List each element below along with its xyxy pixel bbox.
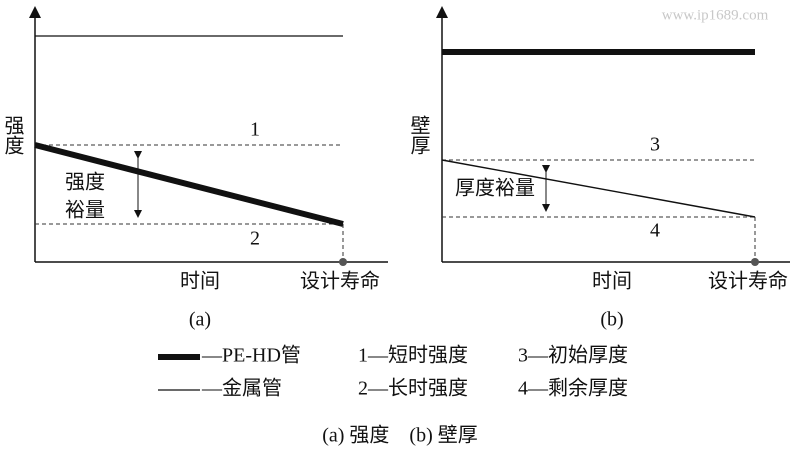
end-label: 设计寿命 (708, 270, 788, 293)
line-label: 1 (250, 119, 260, 141)
legend-text: 3—初始厚度 (518, 344, 628, 367)
legend-text: 2—长时强度 (358, 377, 468, 400)
margin-label: 强度 (65, 171, 105, 194)
panel-caption: (a) (189, 309, 211, 331)
end-dot (339, 258, 347, 266)
x-label: 时间 (180, 270, 220, 293)
watermark: www.ip1689.com (662, 7, 769, 23)
y-label: 强度 (1, 115, 24, 155)
line-label: 2 (250, 228, 260, 250)
figure-caption: (a) 强度 (b) 壁厚 (322, 424, 478, 447)
legend-text: —PE-HD管 (201, 344, 301, 367)
legend-text: —金属管 (201, 377, 282, 400)
pe-line (34, 142, 344, 227)
panel-a: 强度 1 2 强度 裕量 时间 设计寿命 (a) (1, 6, 388, 331)
x-label: 时间 (592, 270, 632, 293)
end-dot (751, 258, 759, 266)
margin-label: 厚度裕量 (455, 177, 535, 200)
legend: —PE-HD管 1—短时强度 3—初始厚度 —金属管 2—长时强度 4—剩余厚度 (158, 344, 628, 400)
legend-text: 1—短时强度 (358, 344, 468, 367)
end-label: 设计寿命 (300, 270, 380, 293)
metal-line (441, 159, 756, 218)
line-label: 4 (650, 220, 660, 242)
legend-text: 4—剩余厚度 (518, 377, 628, 400)
panel-b: 壁厚 3 4 厚度裕量 时间 设计寿命 (b) (407, 6, 790, 331)
line-label: 3 (650, 134, 660, 156)
y-label: 壁厚 (407, 115, 430, 155)
margin-label: 裕量 (65, 199, 105, 222)
panel-caption: (b) (600, 309, 623, 331)
